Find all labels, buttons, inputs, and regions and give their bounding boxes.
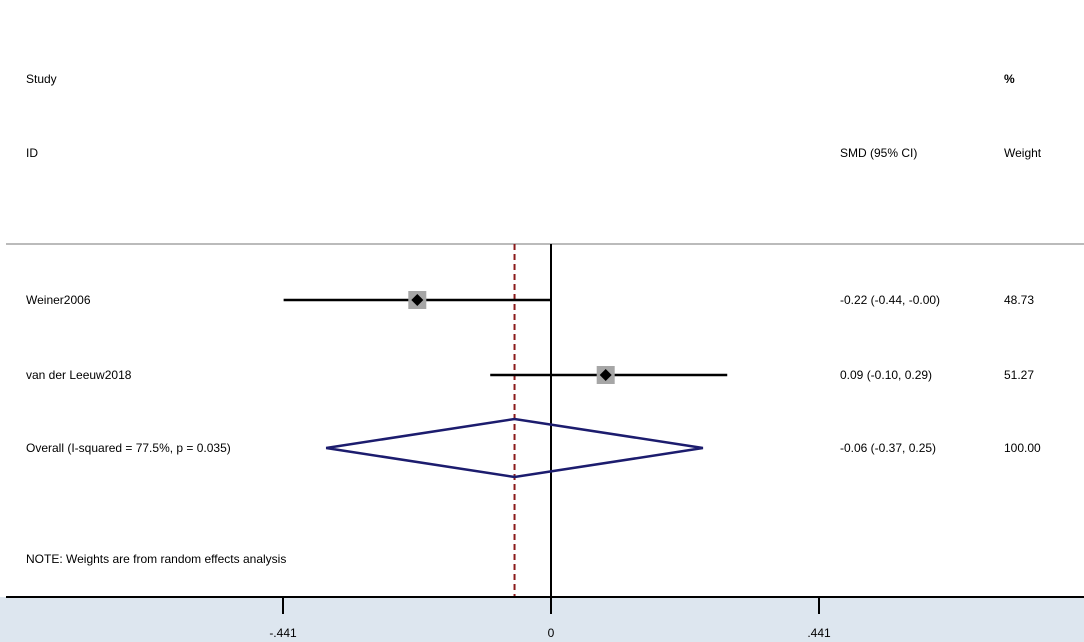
id-header: ID — [26, 146, 38, 160]
study-label-1: van der Leeuw2018 — [26, 368, 132, 382]
study-point-1 — [599, 369, 612, 381]
study-label-0: Weiner2006 — [26, 293, 91, 307]
x-tick-label-0: -.441 — [269, 626, 297, 640]
overall-weight-text: 100.00 — [1004, 441, 1041, 455]
effect-header: SMD (95% CI) — [840, 146, 917, 160]
overall-diamond — [325, 417, 704, 479]
study-weight-text-1: 51.27 — [1004, 368, 1034, 382]
overall-label: Overall (I-squared = 77.5%, p = 0.035) — [26, 441, 231, 455]
study-ci-text-0: -0.22 (-0.44, -0.00) — [840, 293, 940, 307]
study-point-0 — [411, 294, 424, 306]
weight-header: Weight — [1004, 146, 1042, 160]
x-tick-label-2: .441 — [807, 626, 831, 640]
x-axis-ticks: -.441 0 .441 — [269, 597, 831, 640]
study-weight-text-0: 48.73 — [1004, 293, 1034, 307]
note-text: NOTE: Weights are from random effects an… — [26, 552, 286, 566]
overall-ci-text: -0.06 (-0.37, 0.25) — [840, 441, 936, 455]
weight-header-percent: % — [1004, 72, 1015, 86]
axis-band — [0, 597, 1084, 642]
plot-area — [283, 244, 728, 597]
study-header: Study — [26, 72, 57, 86]
study-ci-text-1: 0.09 (-0.10, 0.29) — [840, 368, 932, 382]
x-tick-label-1: 0 — [548, 626, 555, 640]
